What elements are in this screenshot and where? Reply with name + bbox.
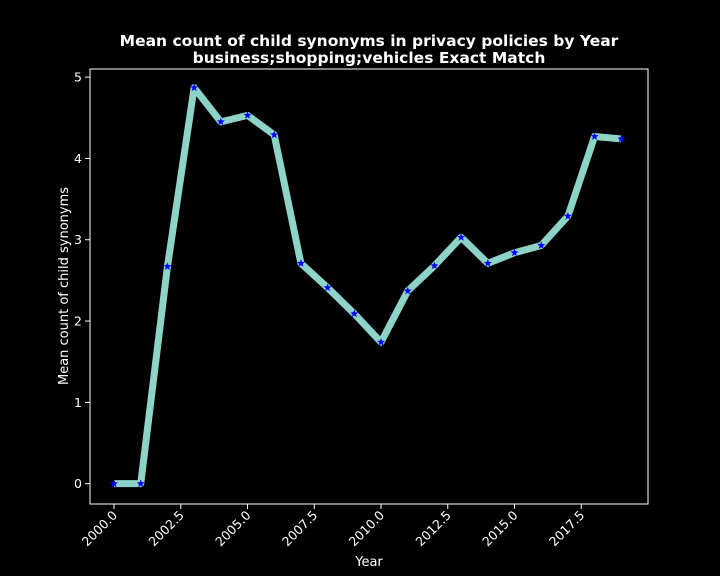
data-point [350, 309, 359, 318]
series-line [114, 84, 622, 488]
data-point [563, 211, 572, 220]
data-point [377, 338, 386, 346]
y-tick-label: 2 [74, 314, 82, 329]
data-point [510, 248, 519, 257]
y-axis-label: Mean count of child synonyms [57, 187, 72, 385]
y-tick-label: 0 [74, 476, 82, 491]
chart-title: Mean count of child synonyms in privacy … [120, 32, 619, 50]
y-tick-label: 3 [74, 232, 82, 247]
data-point [617, 134, 626, 143]
plot-frame [89, 68, 649, 505]
series-group [110, 83, 626, 488]
data-point [216, 117, 225, 126]
y-tick-label: 5 [74, 70, 82, 85]
data-point [483, 259, 492, 267]
y-axis: 0 1 2 3 4 5 [74, 70, 90, 491]
data-point [457, 233, 466, 241]
data-point [590, 132, 599, 140]
data-point [323, 283, 332, 292]
data-point [190, 83, 199, 92]
data-point [430, 261, 439, 270]
y-tick-label: 1 [74, 395, 82, 410]
data-point [163, 262, 172, 270]
data-point [270, 130, 279, 139]
data-point [243, 111, 252, 119]
data-point [110, 479, 119, 488]
x-axis-label: Year [354, 555, 383, 570]
data-point [136, 479, 145, 488]
y-tick-label: 4 [74, 151, 82, 166]
data-point [403, 286, 412, 295]
data-point [296, 259, 305, 267]
chart-subtitle: business;shopping;vehicles Exact Match [193, 49, 546, 67]
data-point [537, 241, 546, 249]
